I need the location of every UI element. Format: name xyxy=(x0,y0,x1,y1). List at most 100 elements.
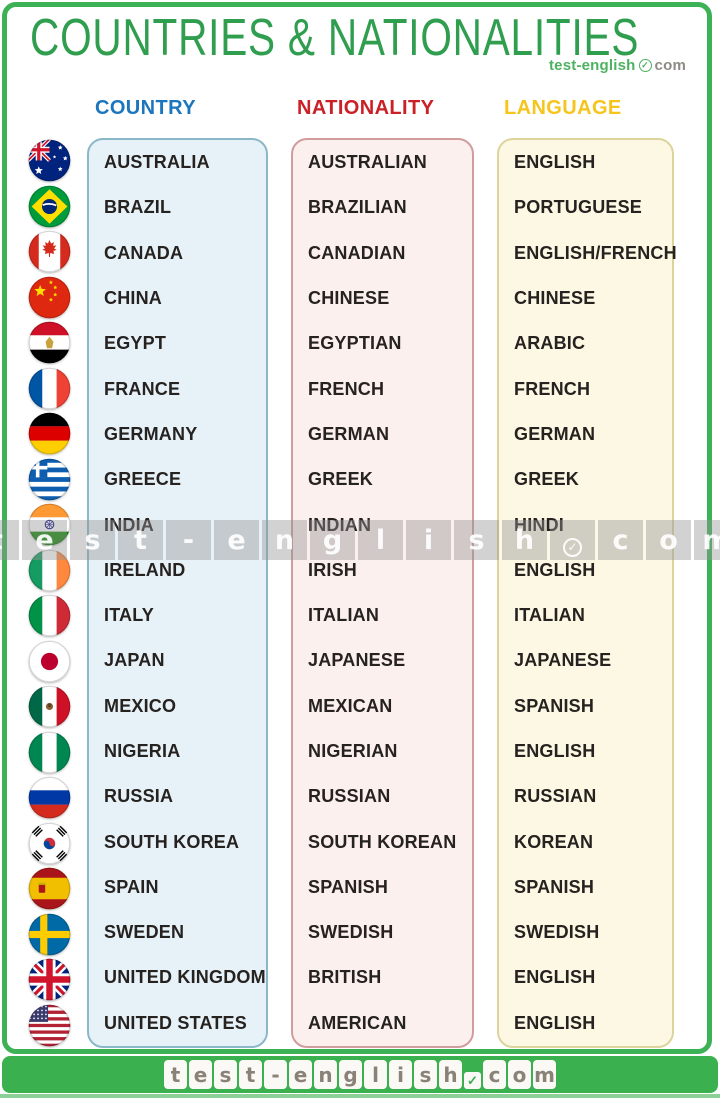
footer-letter-tile: l xyxy=(364,1060,387,1089)
nationality-cell: GREEK xyxy=(308,469,374,490)
footer-check-icon: ✓ xyxy=(464,1072,481,1089)
footer-letter-tile: e xyxy=(189,1060,212,1089)
brand-logo: test-english ✓ com xyxy=(549,57,686,74)
country-cell: SPAIN xyxy=(104,876,159,897)
page-title: COUNTRIES & NATIONALITIES xyxy=(30,9,640,67)
language-cell: JAPANESE xyxy=(514,650,612,671)
nationality-cell: BRAZILIAN xyxy=(308,197,407,218)
language-cell: RUSSIAN xyxy=(514,786,597,807)
footer-letter-tile: g xyxy=(339,1060,362,1089)
flag-ireland-icon xyxy=(26,548,72,594)
footer-letter-tile: t xyxy=(239,1060,262,1089)
country-column-box: AUSTRALIA BRAZIL CANADA CHINA EGYPT FRANCE GER… xyxy=(87,138,268,1048)
footer-letter-tile: s xyxy=(414,1060,437,1089)
nationality-cell: BRITISH xyxy=(308,967,382,988)
nationality-cell: SWEDISH xyxy=(308,922,394,943)
country-cell: UNITED KINGDOM xyxy=(104,967,266,988)
nationality-cell: NIGERIAN xyxy=(308,741,398,761)
flag-usa-icon xyxy=(26,1003,72,1049)
footer-letter-tile: s xyxy=(214,1060,237,1089)
footer-letter-tile: e xyxy=(289,1060,312,1089)
country-cell: JAPAN xyxy=(104,650,165,671)
flag-russia-icon xyxy=(26,775,72,821)
nationality-column-box: AUSTRALIAN BRAZILIAN CANADIAN CHINESE EGYPTI… xyxy=(291,138,474,1048)
language-cell: ENGLISH/FRENCH xyxy=(514,242,677,263)
country-cell: CANADA xyxy=(104,242,184,263)
language-cell: ARABIC xyxy=(514,333,586,354)
country-cell: SWEDEN xyxy=(104,922,185,943)
nationality-cell: EGYPTIAN xyxy=(308,333,402,354)
language-cell: ENGLISH xyxy=(514,741,596,761)
country-cell: RUSSIA xyxy=(104,786,174,807)
country-cell: SOUTH KOREA xyxy=(104,831,240,852)
column-header-nationality: NATIONALITY xyxy=(297,97,435,119)
flag-egypt-icon xyxy=(26,320,72,366)
nationality-cell: JAPANESE xyxy=(308,650,406,671)
language-cell: GERMAN xyxy=(514,423,596,444)
flag-china-icon xyxy=(26,275,72,321)
brand-text-green: test-english xyxy=(548,57,636,74)
country-cell: UNITED STATES xyxy=(104,1012,247,1033)
flag-uk-icon xyxy=(26,957,72,1003)
nationality-cell: AUSTRALIAN xyxy=(308,152,427,173)
footer-letter-tile: i xyxy=(389,1060,412,1089)
country-cell: GERMANY xyxy=(104,423,198,444)
language-cell: SPANISH xyxy=(514,876,595,897)
country-cell: CHINA xyxy=(104,288,162,309)
column-header-language: LANGUAGE xyxy=(504,97,622,119)
flag-germany-icon xyxy=(26,411,72,457)
footer-letter-tile: h xyxy=(439,1060,462,1089)
nationality-cell: ITALIAN xyxy=(308,605,380,626)
country-cell: IRELAND xyxy=(104,559,186,580)
nationality-cell: INDIAN xyxy=(308,514,372,535)
nationality-cell: GERMAN xyxy=(308,423,390,444)
footer-letter-tile: m xyxy=(533,1060,556,1089)
brand-text-gray: com xyxy=(654,57,686,74)
nationality-cell: MEXICAN xyxy=(308,695,393,716)
language-cell: ENGLISH xyxy=(514,152,596,173)
language-cell: KOREAN xyxy=(514,831,594,852)
country-cell: BRAZIL xyxy=(104,197,172,218)
country-cell: INDIA xyxy=(104,514,154,535)
nationality-cell: FRENCH xyxy=(308,378,385,399)
flag-sweden-icon xyxy=(26,912,72,958)
nationality-cell: SOUTH KOREAN xyxy=(308,831,457,852)
language-cell: ITALIAN xyxy=(514,605,586,626)
country-cell: FRANCE xyxy=(104,378,181,399)
country-cell: GREECE xyxy=(104,469,182,490)
flag-southkorea-icon xyxy=(26,821,72,867)
language-column-box: ENGLISH PORTUGUESE ENGLISH/FRENCH CHINESE AR… xyxy=(497,138,677,1048)
country-cell: ITALY xyxy=(104,605,155,626)
footer-letter-tile: - xyxy=(264,1060,287,1089)
language-cell: ENGLISH xyxy=(514,1012,596,1033)
footer-bar: t e s t - e n g l i s h ✓ c o m xyxy=(2,1056,718,1093)
flag-spain-icon xyxy=(26,866,72,912)
nationality-cell: SPANISH xyxy=(308,876,389,897)
flag-nigeria-icon xyxy=(26,730,72,776)
country-cell: MEXICO xyxy=(104,695,177,716)
nationality-cell: IRISH xyxy=(308,559,358,580)
language-cell: GREEK xyxy=(514,469,580,490)
flag-australia-icon xyxy=(26,138,72,184)
language-cell: SPANISH xyxy=(514,695,595,716)
language-cell: CHINESE xyxy=(514,288,596,309)
country-cell: EGYPT xyxy=(104,333,167,354)
flag-france-icon xyxy=(26,366,72,412)
language-cell: ENGLISH xyxy=(514,559,596,580)
footer-logo-test-english: t e s t - e n g l i s h ✓ c o m xyxy=(164,1060,556,1089)
flag-greece-icon xyxy=(26,457,72,503)
footer-letter-tile: o xyxy=(508,1060,531,1089)
language-cell: ENGLISH xyxy=(514,967,596,988)
column-header-country: COUNTRY xyxy=(95,97,196,119)
language-cell: SWEDISH xyxy=(514,922,600,943)
nationality-cell: CHINESE xyxy=(308,288,390,309)
footer-letter-tile: c xyxy=(483,1060,506,1089)
footer-letter-tile: n xyxy=(314,1060,337,1089)
brand-check-icon: ✓ xyxy=(638,59,652,72)
footer-letter-tile: t xyxy=(164,1060,187,1089)
country-cell: NIGERIA xyxy=(104,741,181,761)
flag-canada-icon xyxy=(26,229,72,275)
flag-india-icon xyxy=(26,502,72,548)
flag-column xyxy=(26,138,72,1048)
